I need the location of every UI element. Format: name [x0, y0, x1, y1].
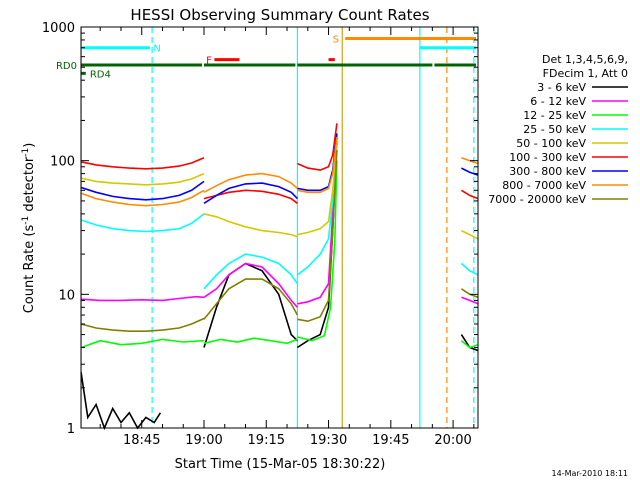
legend-label: 12 - 25 keV: [523, 109, 586, 122]
legend-label: 50 - 100 keV: [516, 137, 586, 150]
series-line: [460, 189, 479, 200]
series-line: [80, 372, 162, 431]
x-tick-label: 19:45: [372, 433, 409, 448]
series-line: [80, 157, 205, 170]
series-line: [297, 150, 338, 323]
legend-label: 100 - 300 keV: [509, 151, 586, 164]
flag-label: F: [206, 56, 212, 67]
x-tick-label: 19:30: [310, 433, 347, 448]
series-line: [80, 317, 205, 333]
series-line: [460, 340, 479, 349]
series-line: [203, 189, 298, 204]
series-line: [80, 172, 205, 186]
series-line: [297, 137, 338, 194]
plot-area: N RD0 RD4 F S 1 10 100 1000 18:45 19:00 19:15 19:30 1…: [42, 21, 479, 448]
series-line: [460, 288, 479, 299]
y-tick-label: 100: [50, 155, 75, 170]
series-line: [80, 338, 205, 349]
legend-label: 800 - 7000 keV: [502, 179, 586, 192]
y-tick-label: 1: [67, 422, 75, 437]
series-line: [461, 157, 479, 165]
series-line: [297, 145, 338, 236]
legend-label: 3 - 6 keV: [537, 81, 586, 94]
series-line: [203, 182, 298, 204]
flag-label: RD4: [90, 69, 111, 80]
flag-label: S: [333, 35, 339, 46]
x-tick-label: 19:15: [248, 433, 285, 448]
y-axis-label: Count Rate (s-1 detector-1): [21, 143, 37, 314]
series-line: [297, 123, 338, 171]
chart-title: HESSI Observing Summary Count Rates: [130, 6, 429, 24]
legend-label: 25 - 50 keV: [523, 123, 586, 136]
x-tick-label: 19:00: [185, 433, 222, 448]
legend-header: Det 1,3,4,5,6,9,: [542, 53, 628, 66]
series-line: [203, 262, 298, 348]
series-line: [203, 213, 298, 238]
flag-label: RD0: [56, 61, 77, 72]
y-tick-label: 1000: [42, 21, 75, 36]
series-line: [460, 262, 479, 276]
series-line: [461, 296, 479, 305]
legend-label: 7000 - 20000 keV: [488, 193, 586, 206]
series-line: [80, 213, 205, 233]
series-line: [461, 167, 479, 176]
legend-label: 300 - 800 keV: [509, 165, 586, 178]
x-axis-label: Start Time (15-Mar-05 18:30:22): [175, 457, 386, 472]
series-line: [80, 180, 205, 201]
series-line: [461, 229, 479, 240]
y-label-part: Count Rate (s: [22, 225, 37, 314]
footer-timestamp: 14-Mar-2010 18:11: [552, 469, 629, 478]
y-label-sup: -1: [21, 148, 31, 157]
series-line: [203, 278, 299, 320]
x-tick-label: 20:00: [434, 433, 471, 448]
legend-label: 6 - 12 keV: [530, 95, 586, 108]
series-line: [80, 189, 205, 207]
y-label-part: ): [22, 143, 37, 148]
y-label-sup: -1: [21, 216, 31, 225]
series-line: [203, 253, 299, 290]
series-line: [203, 337, 298, 345]
plot-frame: [80, 26, 479, 429]
y-tick-label: 10: [58, 288, 75, 303]
series-line: [81, 295, 205, 302]
series-line: [203, 172, 298, 194]
series-line: [203, 262, 298, 308]
legend: Det 1,3,4,5,6,9, FDecim 1, Att 0 3 - 6 k…: [488, 53, 628, 206]
y-label-part: detector: [22, 156, 37, 216]
flag-label: N: [153, 44, 160, 55]
legend-header: FDecim 1, Att 0: [543, 67, 628, 80]
series-line: [297, 160, 338, 342]
x-tick-label: 18:45: [123, 433, 160, 448]
